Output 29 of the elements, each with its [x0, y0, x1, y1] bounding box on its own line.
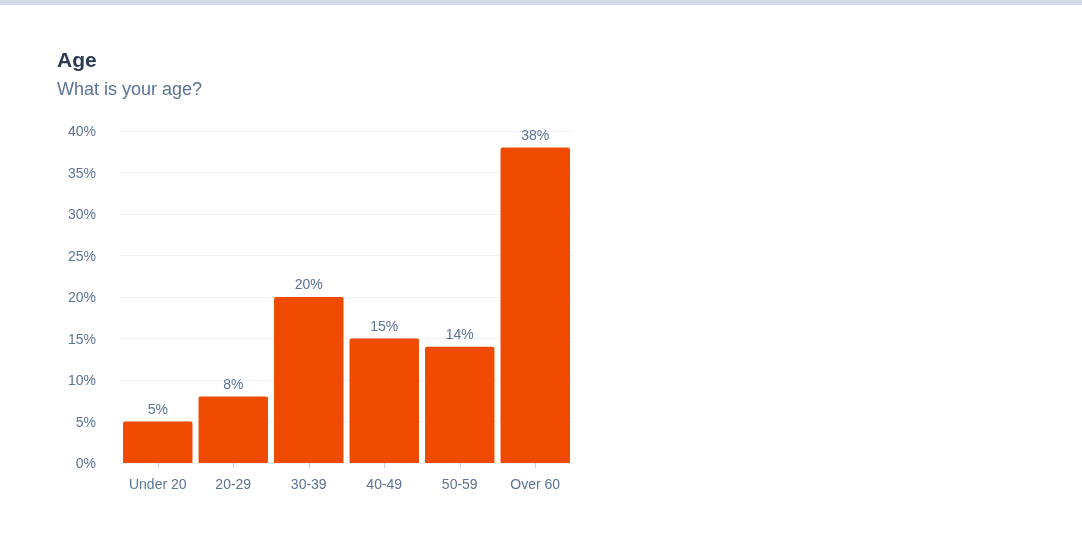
bar [198, 396, 268, 463]
x-tick-label: 40-49 [366, 476, 403, 492]
y-tick-label: 30% [67, 206, 96, 222]
y-tick-label: 0% [75, 455, 96, 471]
y-tick-label: 10% [67, 372, 96, 388]
data-label: 14% [445, 325, 474, 342]
chart-subtitle: What is your age? [57, 79, 203, 99]
x-tick-label: Over 60 [510, 476, 561, 492]
chart-title: Age [57, 48, 97, 71]
x-tick-label: Under 20 [128, 476, 187, 492]
bar [349, 338, 419, 463]
data-label: 5% [147, 400, 168, 417]
bar [123, 421, 193, 463]
y-tick-label: 15% [67, 330, 96, 347]
data-label: 8% [223, 375, 244, 392]
y-tick-label: 20% [67, 289, 96, 305]
x-tick-label: 30-39 [290, 476, 327, 492]
data-label: 20% [294, 276, 323, 292]
data-label: 38% [521, 126, 550, 143]
y-tick-label: 25% [67, 247, 96, 264]
x-tick-label: 20-29 [215, 476, 252, 492]
y-tick-label: 5% [75, 413, 96, 430]
bar [500, 147, 570, 463]
y-tick-label: 40% [67, 123, 96, 139]
bar [425, 346, 495, 463]
data-label: 15% [370, 317, 399, 334]
x-tick-label: 50-59 [441, 476, 478, 492]
y-tick-label: 35% [67, 164, 96, 181]
bar [274, 297, 344, 463]
